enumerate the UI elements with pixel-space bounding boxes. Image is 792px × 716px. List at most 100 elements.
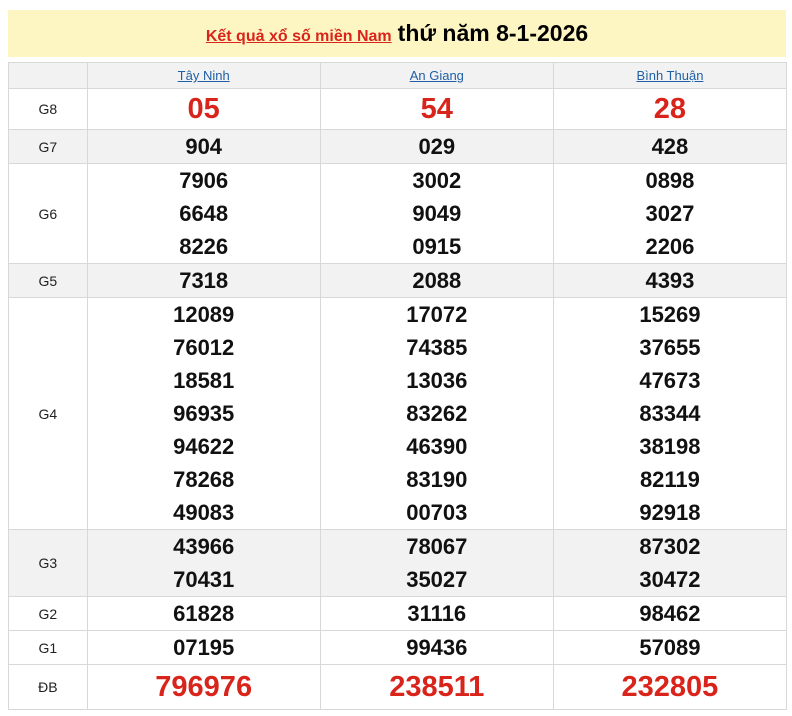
prize-label: G7 xyxy=(8,129,88,164)
prize-number: 76012 xyxy=(173,335,235,360)
prize-number: 38198 xyxy=(639,434,701,459)
prize-number: 05 xyxy=(187,93,220,125)
prize-cell: 17072 74385 13036 83262 46390 83190 00703 xyxy=(319,297,554,530)
prize-number: 94622 xyxy=(173,434,235,459)
prize-number: 8226 xyxy=(179,234,229,259)
province-header-row: Tây Ninh An Giang Bình Thuận xyxy=(8,62,788,89)
prize-number: 70431 xyxy=(173,567,235,592)
prize-number: 61828 xyxy=(173,601,235,626)
prize-cell: 15269 37655 47673 83344 38198 82119 92918 xyxy=(552,297,788,530)
prize-number: 12089 xyxy=(173,302,235,327)
province-header: Tây Ninh xyxy=(86,62,321,89)
prize-number: 3027 xyxy=(645,201,695,226)
prize-cell: 4393 xyxy=(552,263,788,298)
prize-cell: 43966 70431 xyxy=(86,529,321,597)
prize-number: 18581 xyxy=(173,368,235,393)
prize-number: 35027 xyxy=(406,567,468,592)
prize-cell: 31116 xyxy=(319,596,554,631)
prize-number: 6648 xyxy=(179,201,229,226)
prize-number: 74385 xyxy=(406,335,468,360)
prize-number: 31116 xyxy=(407,601,467,626)
prize-number: 83262 xyxy=(406,401,468,426)
prize-label: G1 xyxy=(8,630,88,665)
prize-number: 0898 xyxy=(645,168,695,193)
prize-cell: 54 xyxy=(319,88,554,130)
prize-number: 57089 xyxy=(639,635,701,660)
results-title-link[interactable]: Kết quả xổ số miền Nam xyxy=(205,28,392,45)
prize-number: 3002 xyxy=(412,168,462,193)
prize-cell: 232805 xyxy=(552,664,788,710)
prize-number: 13036 xyxy=(406,368,468,393)
prize-number: 87302 xyxy=(639,534,701,559)
prize-number: 07195 xyxy=(173,635,235,660)
prize-number: 98462 xyxy=(639,601,701,626)
prize-number: 28 xyxy=(653,93,687,125)
prize-cell: 428 xyxy=(552,129,788,164)
prize-label: G3 xyxy=(8,529,88,597)
prize-row-g6: G6 7906 6648 8226 3002 9049 0915 0898 3027 2206 xyxy=(8,163,788,264)
prize-number: 82119 xyxy=(639,467,700,492)
prize-cell: 2088 xyxy=(319,263,554,298)
prize-number: 30472 xyxy=(639,567,701,592)
results-banner: Kết quả xổ số miền Nam thứ năm 8-1-2026 xyxy=(8,10,786,57)
prize-number: 2206 xyxy=(645,234,695,259)
prize-cell: 12089 76012 18581 96935 94622 78268 49083 xyxy=(86,297,321,530)
prize-number: 49083 xyxy=(173,500,235,525)
prize-cell: 7906 6648 8226 xyxy=(86,163,321,264)
prize-number: 83344 xyxy=(639,401,701,426)
prize-number: 796976 xyxy=(155,671,253,703)
prize-number: 83190 xyxy=(406,467,468,492)
prize-number: 43966 xyxy=(173,534,235,559)
prize-row-g4: G4 12089 76012 18581 96935 94622 78268 49083 170… xyxy=(8,297,788,530)
prize-number: 00703 xyxy=(406,500,468,525)
province-header: An Giang xyxy=(319,62,554,89)
province-link-tay-ninh[interactable]: Tây Ninh xyxy=(177,68,230,83)
prize-cell: 98462 xyxy=(552,596,788,631)
prize-number: 428 xyxy=(651,134,689,159)
prize-number: 15269 xyxy=(639,302,701,327)
prize-row-g3: G3 43966 70431 78067 35027 87302 30472 xyxy=(8,529,788,597)
prize-number: 0915 xyxy=(412,234,462,259)
prize-cell: 78067 35027 xyxy=(319,529,554,597)
prize-number: 238511 xyxy=(389,671,485,703)
prize-cell: 05 xyxy=(86,88,321,130)
prize-number: 37655 xyxy=(639,335,701,360)
prize-label: G2 xyxy=(8,596,88,631)
prize-row-g2: G2 61828 31116 98462 xyxy=(8,596,788,631)
prize-number: 7318 xyxy=(179,268,229,293)
prize-number: 2088 xyxy=(412,268,462,293)
prize-row-g1: G1 07195 99436 57089 xyxy=(8,630,788,665)
prize-cell: 28 xyxy=(552,88,788,130)
corner-cell xyxy=(8,62,88,89)
prize-cell: 029 xyxy=(319,129,554,164)
province-link-binh-thuan[interactable]: Bình Thuận xyxy=(636,68,704,83)
prize-cell: 7318 xyxy=(86,263,321,298)
prize-number: 17072 xyxy=(406,302,468,327)
prize-cell: 796976 xyxy=(86,664,321,710)
prize-row-g8: G8 05 54 28 xyxy=(8,88,788,130)
prize-cell: 07195 xyxy=(86,630,321,665)
prize-label: G5 xyxy=(8,263,88,298)
prize-row-g7: G7 904 029 428 xyxy=(8,129,788,164)
prize-number: 4393 xyxy=(645,268,695,293)
prize-number: 9049 xyxy=(412,201,462,226)
prize-cell: 61828 xyxy=(86,596,321,631)
prize-cell: 57089 xyxy=(552,630,788,665)
prize-cell: 0898 3027 2206 xyxy=(552,163,788,264)
prize-cell: 904 xyxy=(86,129,321,164)
prize-cell: 99436 xyxy=(319,630,554,665)
prize-number: 78268 xyxy=(173,467,235,492)
prize-number: 54 xyxy=(420,93,453,125)
province-link-an-giang[interactable]: An Giang xyxy=(409,68,464,83)
prize-number: 92918 xyxy=(639,500,701,525)
prize-number: 7906 xyxy=(179,168,229,193)
prize-number: 904 xyxy=(185,134,223,159)
prize-row-đb: ĐB 796976 238511 232805 xyxy=(8,664,788,710)
prize-label: ĐB xyxy=(8,664,88,710)
prize-label: G4 xyxy=(8,297,88,530)
prize-number: 99436 xyxy=(406,635,468,660)
prize-label: G8 xyxy=(8,88,88,130)
prize-cell: 87302 30472 xyxy=(552,529,788,597)
prize-number: 96935 xyxy=(173,401,235,426)
province-header: Bình Thuận xyxy=(552,62,788,89)
